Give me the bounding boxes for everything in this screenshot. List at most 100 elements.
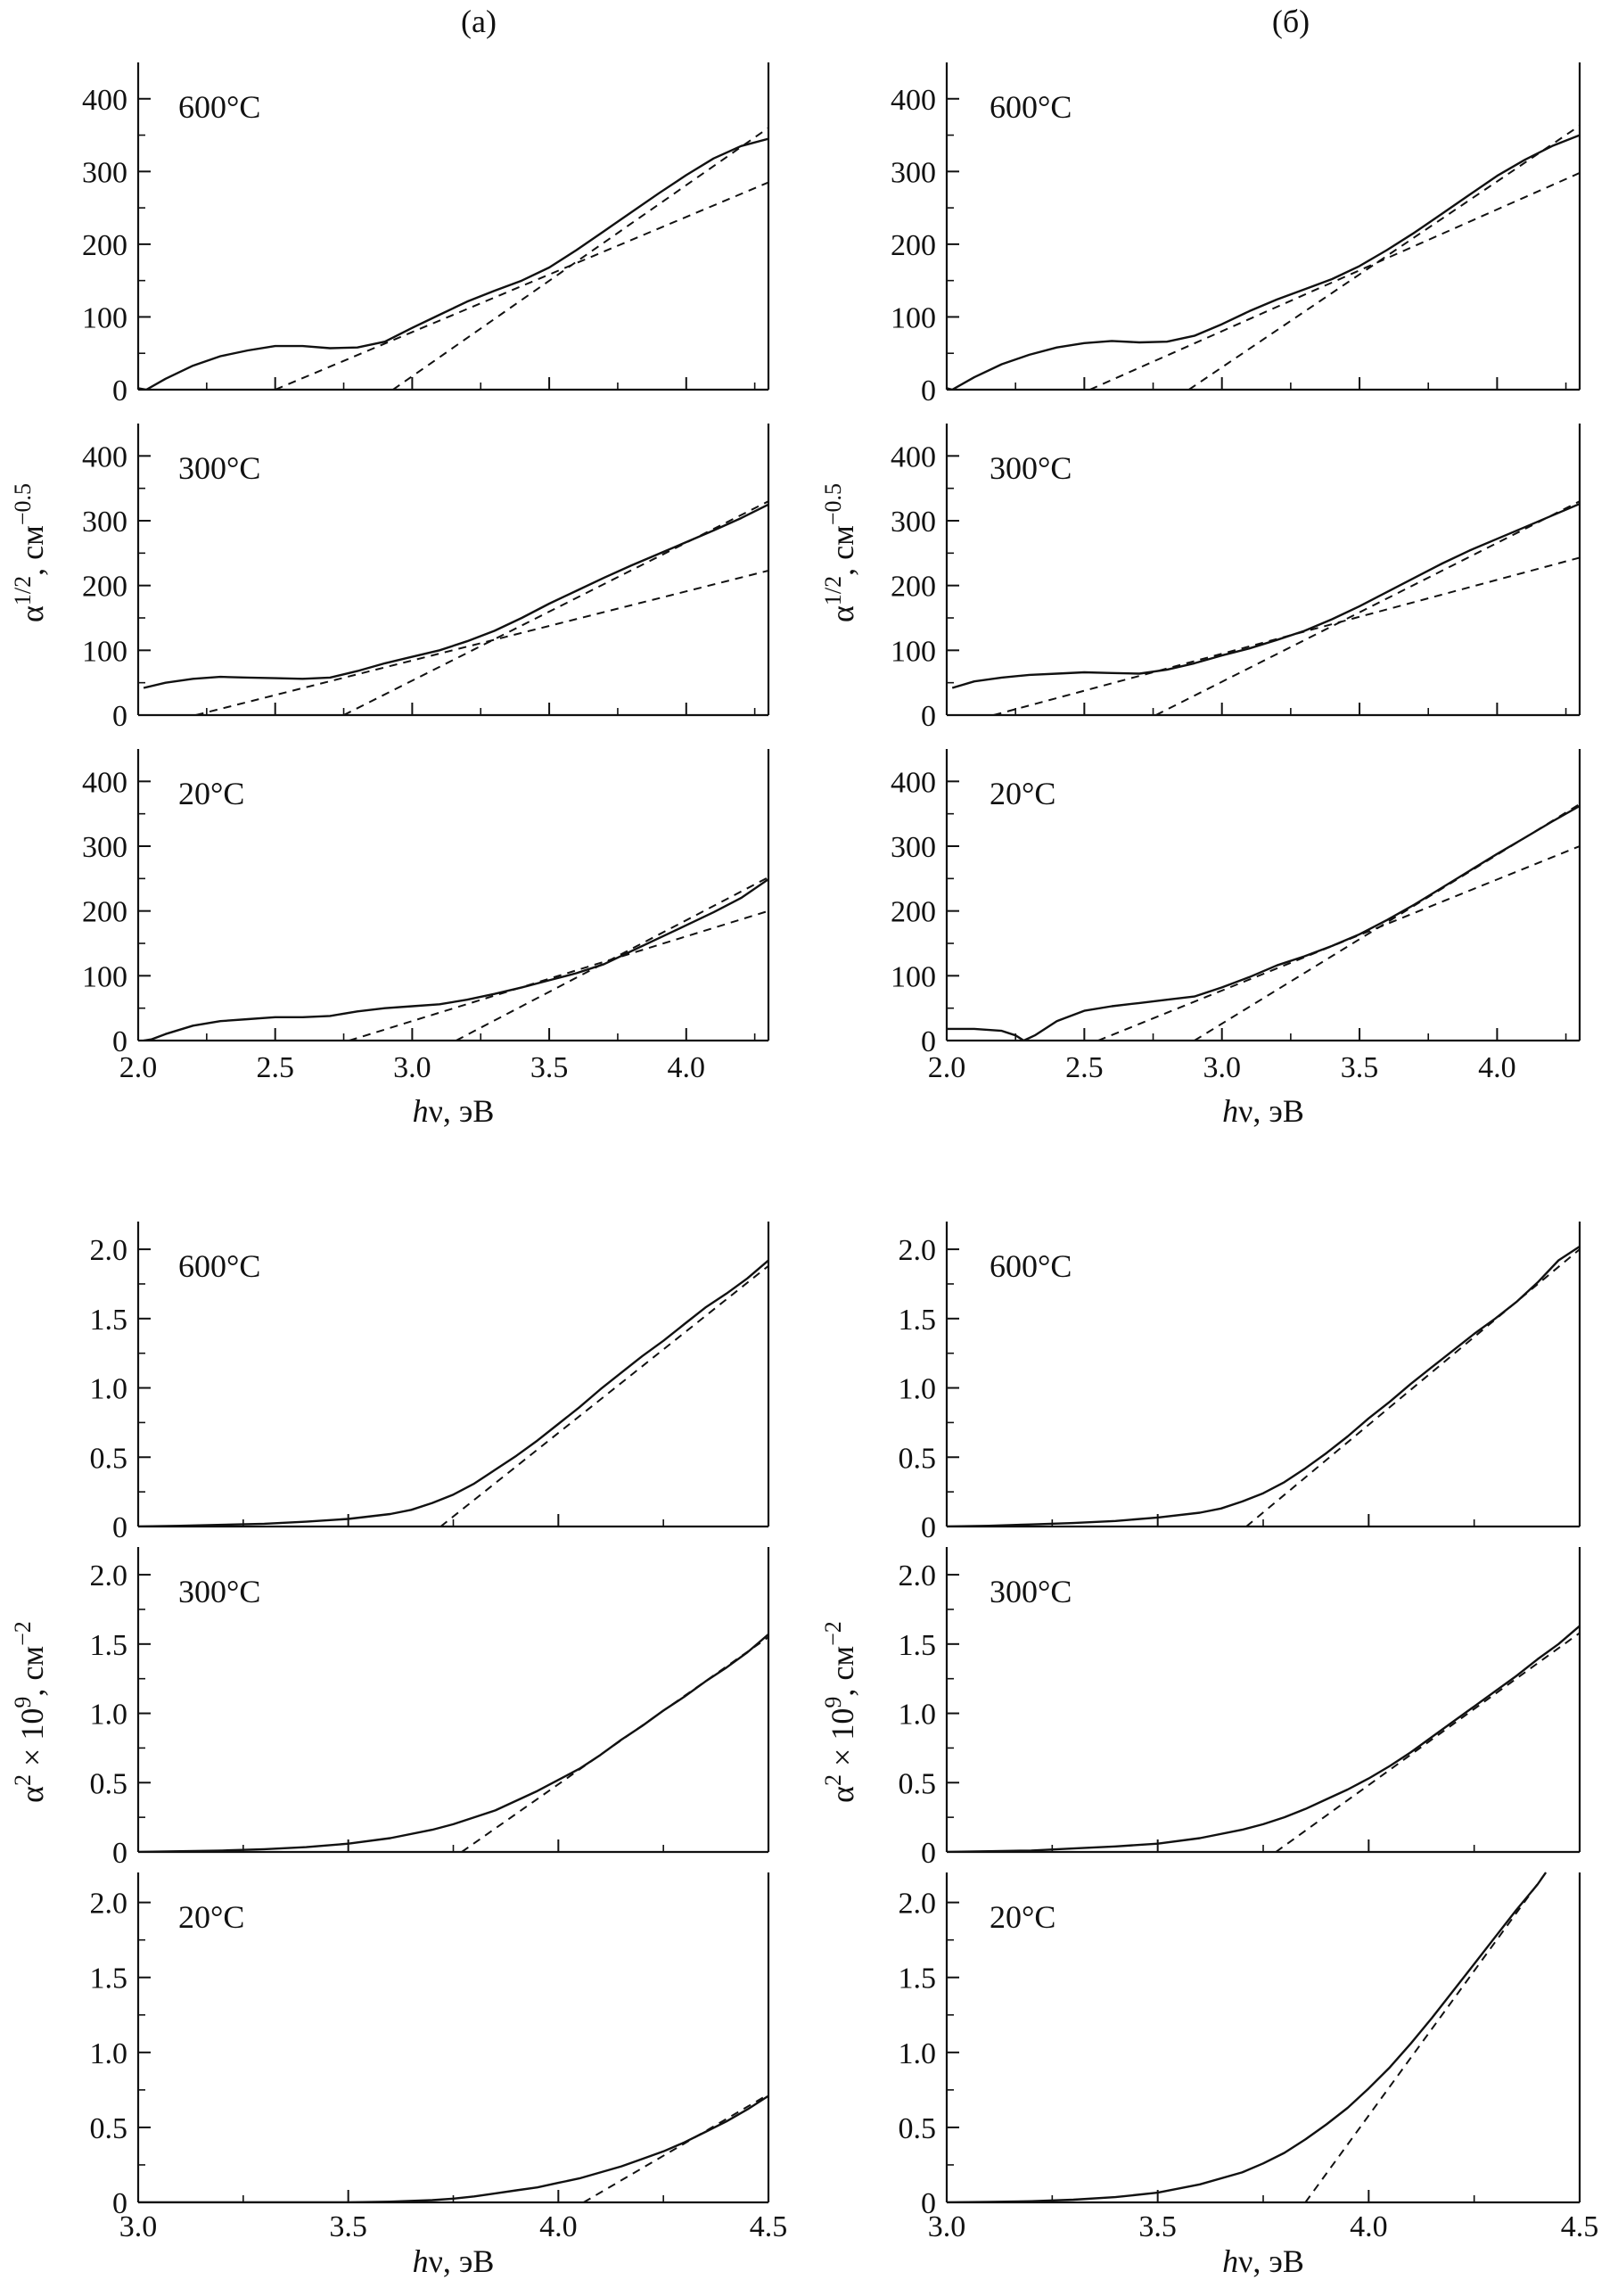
x-tick-label: 3.0 <box>1203 1051 1241 1084</box>
y-tick-label: 400 <box>891 766 936 799</box>
y-tick-label: 0 <box>921 374 936 407</box>
y-tick-label: 0 <box>112 374 127 407</box>
panel-a-sq-0: 0 0.5 1.0 1.5 2.0 600°C <box>90 1222 770 1544</box>
y-tick-label: 1.0 <box>90 2037 128 2070</box>
y-tick-label: 1.0 <box>899 1699 937 1732</box>
fit-line-a-sq-2-0 <box>583 2094 768 2202</box>
x-tick-label: 4.0 <box>668 1051 706 1084</box>
x-tick-label: 3.0 <box>393 1051 431 1084</box>
x-tick-label: 2.5 <box>1065 1051 1104 1084</box>
panel-a-sq-1: 0 0.5 1.0 1.5 2.0 300°C <box>90 1547 770 1870</box>
y-tick-label: 300 <box>82 506 127 539</box>
y-tick-label: 100 <box>891 960 936 993</box>
y-tick-label: 0.5 <box>899 2112 937 2145</box>
x-tick-label: 4.0 <box>1478 1051 1516 1084</box>
y-tick-label: 100 <box>82 301 127 334</box>
panel-b-sqrt-2: 0 100 200 300 400 2.0 2.5 3.0 3.5 4.0 20°C <box>891 749 1581 1084</box>
panel-a-sq-2: 0 0.5 1.0 1.5 2.0 3.0 3.5 4.0 4.5 20°C <box>90 1872 788 2243</box>
curve-b-sqrt-0 <box>947 134 1580 390</box>
y-tick-label: 200 <box>891 229 936 262</box>
y-tick-label: 2.0 <box>899 1559 937 1592</box>
y-tick-label: 0 <box>112 1025 127 1058</box>
x-tick-label: 3.0 <box>928 2210 966 2243</box>
temperature-label: 600°C <box>178 89 260 125</box>
x-axis-label: hν, эВ <box>413 1093 495 1129</box>
y-tick-label: 200 <box>891 896 936 929</box>
chart-a-sq: 0 0.5 1.0 1.5 2.0 600°C 0 0.5 1.0 1.5 2.0 300°C 0 0.5… <box>10 1222 787 2279</box>
curve-b-sq-1 <box>947 1625 1580 1852</box>
y-tick-label: 0.5 <box>899 1442 937 1475</box>
x-tick-label: 3.5 <box>1138 2210 1177 2243</box>
x-tick-label: 3.0 <box>119 2210 158 2243</box>
x-tick-label: 2.0 <box>928 1051 966 1084</box>
curve-b-sq-2 <box>947 1872 1548 2202</box>
y-tick-label: 200 <box>82 896 127 929</box>
y-tick-label: 0 <box>112 1837 127 1870</box>
y-axis-label: α1/2, см−0.5 <box>10 483 50 622</box>
fit-line-b-sqrt-1-1 <box>1155 500 1580 715</box>
panel-a-sqrt-2: 0 100 200 300 400 2.0 2.5 3.0 3.5 4.0 20°C <box>82 749 770 1084</box>
y-tick-label: 400 <box>82 440 127 473</box>
y-tick-label: 200 <box>891 571 936 604</box>
y-tick-label: 0.5 <box>90 1442 128 1475</box>
y-tick-label: 400 <box>891 440 936 473</box>
fit-line-a-sqrt-0-1 <box>392 127 768 390</box>
curve-a-sqrt-0 <box>138 137 768 390</box>
panel-a-sqrt-1: 0 100 200 300 400 300°C <box>82 424 770 733</box>
x-tick-label: 4.5 <box>750 2210 788 2243</box>
y-tick-label: 1.0 <box>90 1373 128 1406</box>
y-tick-label: 1.5 <box>899 1304 937 1337</box>
y-tick-label: 300 <box>82 831 127 864</box>
y-tick-label: 0 <box>921 1837 936 1870</box>
x-tick-label: 2.5 <box>256 1051 294 1084</box>
x-tick-label: 4.0 <box>539 2210 578 2243</box>
y-axis-label: α2 × 109, см−2 <box>10 1621 50 1803</box>
fit-line-a-sqrt-1-0 <box>195 569 768 715</box>
x-tick-label: 2.0 <box>119 1051 158 1084</box>
panel-b-sq-1: 0 0.5 1.0 1.5 2.0 300°C <box>899 1547 1581 1870</box>
fit-line-a-sqrt-0-0 <box>275 181 768 390</box>
curve-b-sqrt-2 <box>947 804 1580 1041</box>
fit-line-b-sq-1-0 <box>1275 1632 1580 1852</box>
fit-line-b-sqrt-0-1 <box>1188 125 1580 390</box>
y-axis-label: α1/2, см−0.5 <box>820 483 860 622</box>
x-axis-label: hν, эВ <box>1222 2243 1304 2279</box>
y-tick-label: 400 <box>82 766 127 799</box>
curve-b-sqrt-1 <box>951 502 1580 689</box>
temperature-label: 300°C <box>178 1574 260 1609</box>
y-tick-label: 100 <box>82 960 127 993</box>
fit-line-a-sqrt-2-1 <box>456 876 768 1041</box>
x-axis-label: hν, эВ <box>1222 1093 1304 1129</box>
x-axis-label: hν, эВ <box>413 2243 495 2279</box>
panel-b-sq-2: 0 0.5 1.0 1.5 2.0 3.0 3.5 4.0 4.5 20°C <box>899 1872 1598 2243</box>
y-tick-label: 0 <box>921 1025 936 1058</box>
y-tick-label: 0 <box>921 2187 936 2220</box>
fit-line-a-sq-0-0 <box>439 1264 768 1527</box>
fit-line-a-sqrt-1-1 <box>343 500 768 715</box>
chart-a-sqrt: 0 100 200 300 400 600°C 0 100 200 300 400 300°C 0 100… <box>10 62 770 1129</box>
y-tick-label: 0.5 <box>90 1767 128 1800</box>
y-tick-label: 2.0 <box>90 1234 128 1267</box>
y-axis-label: α2 × 109, см−2 <box>820 1621 860 1803</box>
panel-b-sq-0: 0 0.5 1.0 1.5 2.0 600°C <box>899 1222 1581 1544</box>
y-tick-label: 200 <box>82 571 127 604</box>
x-tick-label: 4.0 <box>1350 2210 1388 2243</box>
temperature-label: 600°C <box>990 89 1072 125</box>
y-tick-label: 100 <box>891 635 936 668</box>
panel-a-sqrt-0: 0 100 200 300 400 600°C <box>82 62 770 407</box>
y-tick-label: 1.5 <box>899 1963 937 1996</box>
y-tick-label: 0.5 <box>90 2112 128 2145</box>
temperature-label: 20°C <box>178 776 244 811</box>
temperature-label: 600°C <box>178 1248 260 1284</box>
x-tick-label: 3.5 <box>530 1051 569 1084</box>
panel-label-b: (б) <box>1272 4 1310 39</box>
panel-b-sqrt-0: 0 100 200 300 400 600°C <box>891 62 1581 407</box>
curve-a-sq-2 <box>138 2094 768 2202</box>
y-tick-label: 200 <box>82 229 127 262</box>
y-tick-label: 0 <box>921 700 936 733</box>
temperature-label: 300°C <box>178 450 260 486</box>
y-tick-label: 1.0 <box>899 2037 937 2070</box>
fit-line-b-sqrt-0-0 <box>1089 172 1580 390</box>
